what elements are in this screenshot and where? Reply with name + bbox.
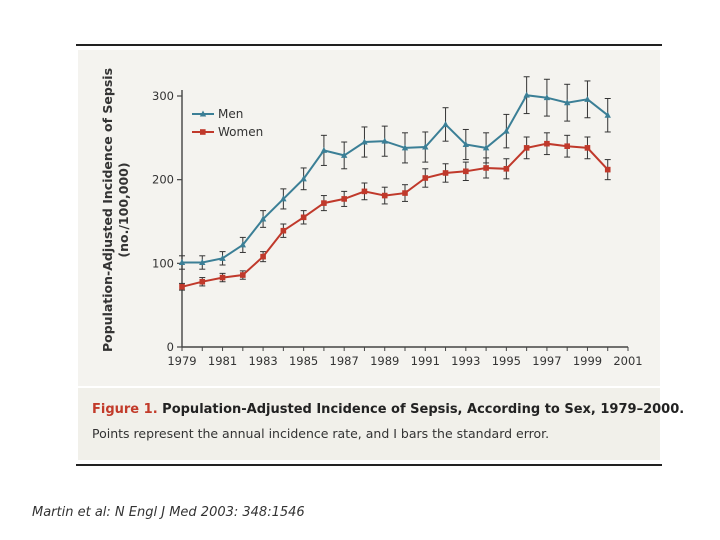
data-point-men [523,91,530,98]
x-tick-label: 1987 [330,354,359,368]
series-line-women [181,142,609,288]
series-line-men [182,94,609,264]
data-point-men [401,144,409,151]
data-point-women [422,175,429,181]
data-point-men [462,141,470,148]
caption-title-line: Figure 1. Population-Adjusted Incidence … [92,402,684,417]
data-point-men [422,143,429,150]
series-layer [178,76,611,291]
data-point-men [280,195,287,202]
data-point-women [442,170,449,176]
x-tick-label: 1999 [573,354,602,368]
data-point-men [300,175,307,182]
legend-label: Men [218,107,243,121]
x-tick-label: 1981 [208,354,237,368]
data-point-women [280,227,287,234]
data-point-men [340,151,348,158]
y-axis-label: Population-Adjusted Incidence of Sepsis [100,68,115,352]
figure-caption: Figure 1. Population-Adjusted Incidence … [78,388,684,460]
data-point-women [260,253,266,260]
sepsis-incidence-chart: 0 100 200 300 1979 1981 1983 1985 1987 1989 1991 19… [100,68,643,368]
x-tick-label: 1983 [248,354,277,368]
data-point-women [321,200,327,206]
data-point-women [402,190,408,196]
figure-frame: 0 100 200 300 1979 1981 1983 1985 1987 1989 1991 19… [76,44,684,466]
caption-title: Population-Adjusted Incidence of Sepsis,… [162,402,685,417]
x-tick-label: 1993 [451,354,480,368]
data-point-women [341,196,347,202]
data-point-men [320,146,328,153]
y-axis-label-units: (no./100,000) [116,162,131,257]
data-point-women [544,140,550,147]
data-point-men [604,111,611,118]
data-point-women [300,214,307,221]
chart-legend: Men Women [192,107,263,139]
data-point-men [584,95,591,102]
series-women [179,132,611,291]
data-point-women [240,272,246,278]
data-point-men [381,137,388,144]
data-point-women [179,283,185,290]
x-tick-label: 1989 [370,354,399,368]
x-tick-label: 1985 [289,354,318,368]
series-men [178,76,611,270]
chart-axes: 0 100 200 300 1979 1981 1983 1985 1987 1989 1991 19… [152,89,643,368]
x-tick-label: 1991 [411,354,440,368]
data-point-women [219,274,226,281]
y-tick-label: 100 [152,256,174,270]
data-point-women [604,166,611,173]
data-point-men [239,241,247,248]
legend-marker [200,129,206,135]
x-tick-label: 1979 [167,354,196,368]
data-point-men [442,120,449,127]
legend-marker [199,110,207,117]
x-tick-label: 1997 [532,354,561,368]
data-point-women [523,145,530,151]
data-point-women [199,278,206,285]
data-point-women [361,188,368,195]
y-tick-label: 0 [167,340,174,354]
x-tick-label: 2001 [613,354,642,368]
data-point-men [219,254,226,261]
citation: Martin et al: N Engl J Med 2003: 348:154… [32,505,305,520]
y-tick-label: 300 [152,89,174,103]
data-point-men [563,99,571,106]
figure-label: Figure 1. [92,402,158,417]
y-tick-label: 200 [152,173,174,187]
data-point-men [259,215,267,222]
chart-panel: 0 100 200 300 1979 1981 1983 1985 1987 1989 1991 19… [78,50,660,386]
data-point-women [463,168,469,175]
data-point-women [483,165,489,171]
legend-item-men: Men [192,107,243,121]
data-point-women [564,143,570,149]
legend-item-women: Women [192,125,263,139]
caption-text: Points represent the annual incidence ra… [92,426,550,441]
data-point-women [584,145,591,151]
data-point-men [543,94,551,101]
data-point-men [503,127,510,134]
x-tick-label: 1995 [492,354,521,368]
data-point-women [381,192,388,199]
data-point-men [482,144,490,151]
data-point-women [503,165,510,172]
data-point-men [178,258,186,265]
legend-label: Women [218,125,263,139]
data-point-men [361,138,368,145]
data-point-men [199,258,206,265]
